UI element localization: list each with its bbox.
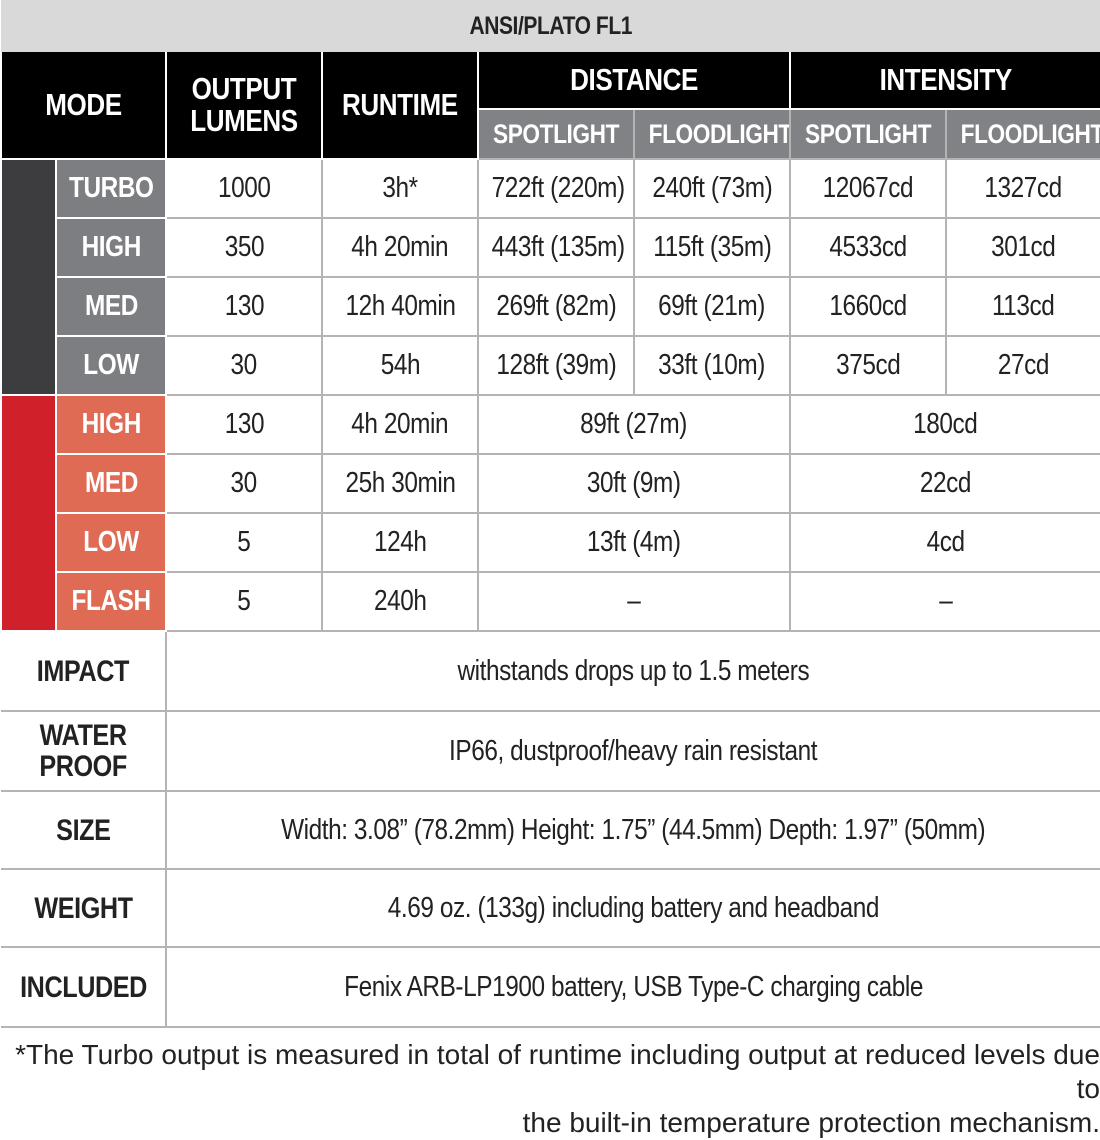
cell-lumens: 1000 (165, 158, 323, 219)
cell-dist-spot: 128ft (39m) (477, 335, 635, 396)
header-distance-floodlight: FLOODLIGHT (633, 108, 791, 160)
spec-label: WEIGHT (1, 868, 167, 948)
spec-value: Width: 3.08” (78.2mm) Height: 1.75” (44.… (164, 790, 1100, 870)
cell-int-flood: 301cd (944, 217, 1100, 278)
cell-int-flood: 1327cd (944, 158, 1100, 219)
cell-int-flood: 113cd (944, 276, 1100, 337)
header-runtime: RUNTIME (321, 52, 479, 160)
spec-value: Fenix ARB-LP1900 battery, USB Type-C cha… (164, 946, 1100, 1028)
header-output-lumens: OUTPUT LUMENS (165, 52, 323, 160)
table-row: FLASH 5 240h – – (1, 571, 1100, 632)
cell-lumens: 30 (165, 335, 323, 396)
cell-int-flood: 27cd (944, 335, 1100, 396)
cell-distance: 13ft (4m) (477, 512, 791, 573)
header-intensity-spotlight: SPOTLIGHT (789, 108, 947, 160)
mode-label: LOW (55, 512, 167, 573)
header-mode: MODE (0, 52, 167, 160)
footnote: *The Turbo output is measured in total o… (15, 1039, 1100, 1138)
cell-distance: – (477, 571, 791, 632)
cell-lumens: 5 (165, 512, 323, 573)
cell-runtime: 240h (321, 571, 479, 632)
spec-label: INCLUDED (1, 946, 167, 1028)
group-red-light: RED LIGHT (0, 394, 57, 632)
cell-int-spot: 375cd (789, 335, 947, 396)
mode-label: MED (55, 453, 167, 514)
spec-value: withstands drops up to 1.5 meters (164, 630, 1100, 712)
cell-distance: 30ft (9m) (477, 453, 791, 514)
cell-lumens: 350 (165, 217, 323, 278)
cell-runtime: 3h* (321, 158, 479, 219)
header-intensity-floodlight: FLOODLIGHT (944, 108, 1100, 160)
spec-table: ANSI/PLATO FL1 MODE OUTPUT LUMENS RUNTIME… (0, 0, 1100, 1028)
cell-int-spot: 1660cd (789, 276, 947, 337)
cell-distance: 89ft (27m) (477, 394, 791, 455)
cell-runtime: 4h 20min (321, 217, 479, 278)
spec-label: SIZE (1, 790, 167, 870)
cell-intensity: – (788, 571, 1100, 632)
group-white-light: WHITE LIGHT (0, 158, 57, 396)
cell-int-spot: 12067cd (789, 158, 947, 219)
header-distance: DISTANCE (477, 52, 791, 110)
table-title: ANSI/PLATO FL1 (1, 0, 1100, 52)
cell-intensity: 180cd (788, 394, 1100, 455)
header-distance-spotlight: SPOTLIGHT (477, 108, 635, 160)
spec-value: 4.69 oz. (133g) including battery and he… (164, 868, 1100, 948)
mode-label: HIGH (55, 394, 167, 455)
spec-row: WEIGHT 4.69 oz. (133g) including battery … (1, 868, 1100, 948)
cell-runtime: 4h 20min (321, 394, 479, 455)
mode-label: MED (55, 276, 167, 337)
mode-label: HIGH (55, 217, 167, 278)
cell-lumens: 130 (165, 394, 323, 455)
mode-label: TURBO (55, 158, 167, 219)
cell-intensity: 22cd (788, 453, 1100, 514)
table-row: HIGH 350 4h 20min 443ft (135m) 115ft (35m) 45… (1, 217, 1100, 278)
cell-runtime: 25h 30min (321, 453, 479, 514)
spec-row: SIZE Width: 3.08” (78.2mm) Height: 1.75” … (1, 790, 1100, 870)
table-row: MED 30 25h 30min 30ft (9m) 22cd (1, 453, 1100, 514)
spec-row: IMPACT withstands drops up to 1.5 meters (1, 630, 1100, 712)
cell-intensity: 4cd (788, 512, 1100, 573)
spec-value: IP66, dustproof/heavy rain resistant (164, 710, 1100, 792)
table-row: LOW 5 124h 13ft (4m) 4cd (1, 512, 1100, 573)
cell-dist-flood: 240ft (73m) (633, 158, 791, 219)
cell-dist-flood: 115ft (35m) (633, 217, 791, 278)
cell-dist-flood: 33ft (10m) (633, 335, 791, 396)
spec-row: INCLUDED Fenix ARB-LP1900 battery, USB Ty… (1, 946, 1100, 1028)
cell-dist-spot: 269ft (82m) (477, 276, 635, 337)
spec-label: IMPACT (1, 630, 167, 712)
mode-label: LOW (55, 335, 167, 396)
spec-row: WATER PROOF IP66, dustproof/heavy rain res… (1, 710, 1100, 792)
table-row: LOW 30 54h 128ft (39m) 33ft (10m) 375cd 27cd (1, 335, 1100, 396)
cell-dist-spot: 722ft (220m) (477, 158, 635, 219)
cell-lumens: 130 (165, 276, 323, 337)
cell-runtime: 124h (321, 512, 479, 573)
cell-runtime: 54h (321, 335, 479, 396)
cell-lumens: 30 (165, 453, 323, 514)
cell-dist-flood: 69ft (21m) (633, 276, 791, 337)
cell-runtime: 12h 40min (321, 276, 479, 337)
header-intensity: INTENSITY (788, 52, 1100, 110)
cell-int-spot: 4533cd (789, 217, 947, 278)
table-row: MED 130 12h 40min 269ft (82m) 69ft (21m) 1660… (1, 276, 1100, 337)
cell-dist-spot: 443ft (135m) (477, 217, 635, 278)
cell-lumens: 5 (165, 571, 323, 632)
mode-label: FLASH (55, 571, 167, 632)
spec-label: WATER PROOF (1, 710, 167, 792)
